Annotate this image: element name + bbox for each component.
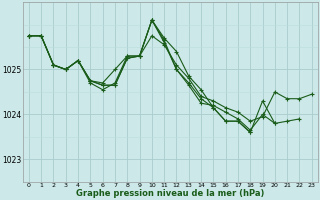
- X-axis label: Graphe pression niveau de la mer (hPa): Graphe pression niveau de la mer (hPa): [76, 189, 265, 198]
